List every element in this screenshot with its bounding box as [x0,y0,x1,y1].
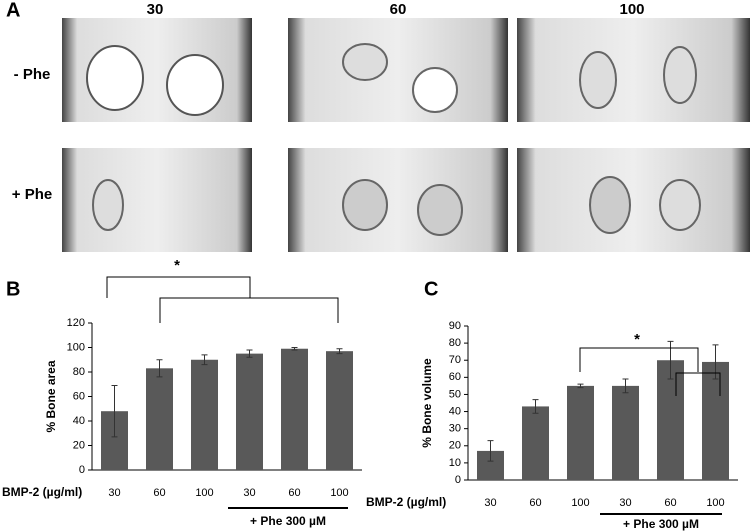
y-tick-label: 80 [449,337,461,349]
row-label: + Phe [12,186,52,203]
panel-letter: B [6,278,20,300]
defect [86,45,144,111]
y-tick-label: 20 [73,439,85,451]
y-tick-label: 60 [73,390,85,402]
defect [342,43,388,81]
error-bar [201,354,208,366]
y-tick-label: 70 [449,354,461,366]
error-bar [111,384,118,438]
scan-image [62,148,252,252]
defect [659,179,701,231]
scan-images [62,18,750,252]
y-tick-label: 40 [449,405,461,417]
defect [579,51,617,109]
y-tick-label: 30 [449,423,461,435]
bar [657,360,684,480]
y-tick-label: 20 [449,440,461,452]
x-tick-label: 30 [619,497,631,509]
x-tick-label: 100 [706,497,724,509]
scan-image [288,148,508,252]
bar [702,361,729,480]
bar [522,406,549,480]
defect [417,184,463,236]
group-label: + Phe 300 µM [623,517,699,531]
bar [612,385,639,480]
defect [663,46,697,104]
column-label: 30 [147,1,164,18]
significance-bracket [159,297,339,323]
error-bar [156,359,163,378]
error-bar [336,348,343,355]
y-tick-label: 10 [449,457,461,469]
x-tick-label: 100 [571,497,589,509]
error-bar [246,349,253,358]
defect [589,176,631,234]
bar [567,385,594,480]
y-tick-label: 120 [67,317,85,329]
x-tick-label: 60 [664,497,676,509]
error-bar [487,440,494,462]
x-tick-label: 60 [529,497,541,509]
error-bar [532,399,539,414]
group-label: + Phe 300 µM [250,514,326,528]
x-tick-label: 100 [195,487,213,499]
y-axis-label: % Bone area [44,360,58,432]
error-bar [622,378,629,394]
defect [92,179,124,231]
panel-letter: A [6,0,20,21]
bar [236,353,263,470]
y-tick-label: 90 [449,320,461,332]
significance-bracket [106,276,251,298]
y-axis-label: % Bone volume [420,358,434,448]
significance-label: * [634,331,640,348]
significance-bracket [579,347,699,372]
column-label: 100 [619,1,644,18]
defect [166,54,224,116]
row-label: - Phe [14,66,51,83]
x-tick-label: 60 [153,487,165,499]
y-tick-label: 100 [67,341,85,353]
bar [326,351,353,470]
column-label: 60 [390,1,407,18]
error-bar [577,383,584,389]
scan-image [288,18,508,122]
significance-label: * [174,257,180,274]
error-bar [291,347,298,351]
scan-image [517,18,750,122]
bar [191,359,218,470]
x-tick-label: 60 [288,487,300,499]
y-tick-label: 60 [449,371,461,383]
x-tick-label: 30 [484,497,496,509]
y-tick-label: 50 [449,388,461,400]
panel-letter: C [424,278,438,300]
y-tick-label: 80 [73,366,85,378]
x-prefix-label: BMP-2 (µg/ml) [2,485,82,499]
significance-bracket [675,372,721,396]
x-tick-label: 30 [108,487,120,499]
y-tick-label: 0 [79,464,85,476]
defect [342,179,388,231]
x-tick-label: 100 [330,487,348,499]
bar [146,368,173,470]
defect [412,67,458,113]
x-prefix-label: BMP-2 (µg/ml) [366,495,446,509]
scan-image [517,148,750,252]
y-tick-label: 40 [73,415,85,427]
y-tick-label: 0 [455,474,461,486]
bar [281,348,308,470]
x-tick-label: 30 [243,487,255,499]
